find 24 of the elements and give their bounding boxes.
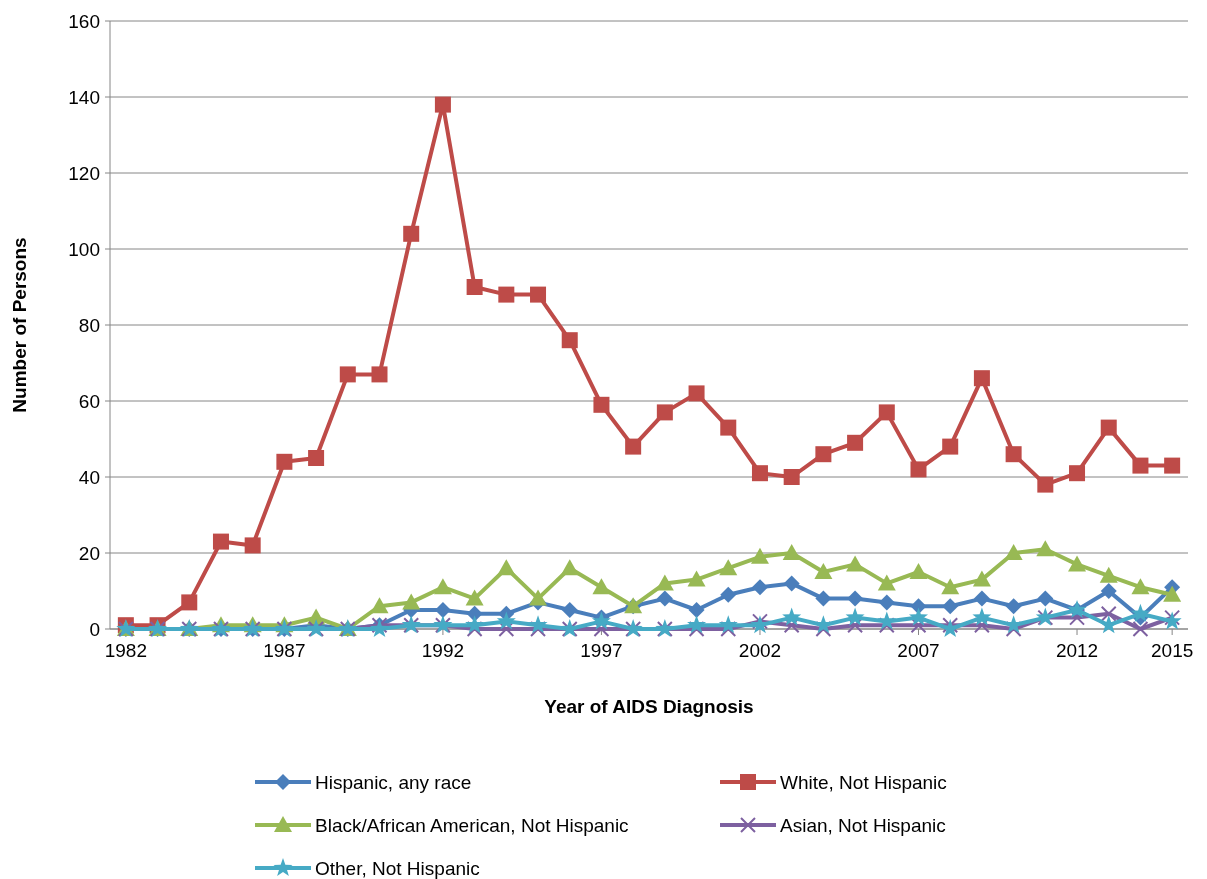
y-tick-label: 100 — [68, 238, 100, 260]
y-axis-title: Number of Persons — [9, 237, 30, 413]
legend-label: Hispanic, any race — [315, 771, 472, 793]
y-tick-label: 20 — [78, 542, 100, 564]
x-tick-label: 1997 — [580, 640, 623, 661]
y-tick-label: 40 — [78, 466, 100, 488]
x-tick-label: 2015 — [1151, 640, 1194, 661]
x-axis-title: Year of AIDS Diagnosis — [544, 696, 754, 717]
y-tick-label: 160 — [68, 10, 100, 32]
x-tick-label: 2002 — [738, 640, 782, 661]
x-tick-label: 1987 — [263, 640, 306, 661]
x-tick-label: 2012 — [1055, 640, 1099, 661]
legend-label: Other, Not Hispanic — [315, 857, 480, 879]
x-tick-label: 1982 — [104, 640, 147, 661]
legend-label: Black/African American, Not Hispanic — [315, 814, 629, 836]
y-tick-label: 140 — [68, 86, 100, 108]
legend-label: Asian, Not Hispanic — [780, 814, 946, 836]
x-tick-label: 1992 — [421, 640, 465, 661]
y-tick-label: 120 — [68, 162, 100, 184]
legend-label: White, Not Hispanic — [780, 771, 947, 793]
x-tick-label: 2007 — [897, 640, 940, 661]
y-tick-label: 0 — [89, 618, 100, 640]
y-tick-label: 80 — [78, 314, 100, 336]
y-tick-label: 60 — [78, 390, 100, 412]
